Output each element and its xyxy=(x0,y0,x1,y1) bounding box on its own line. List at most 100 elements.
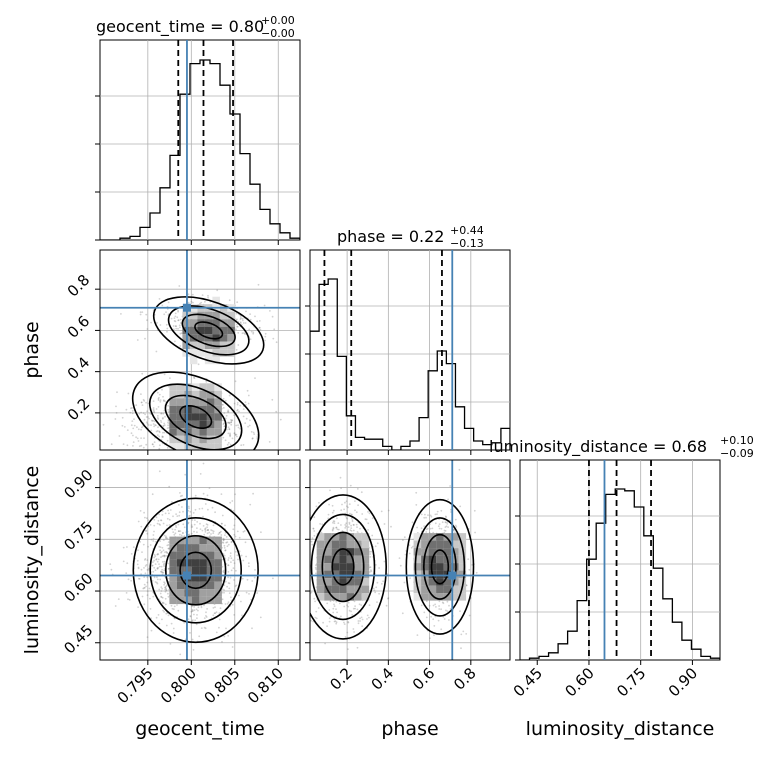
scatter-point xyxy=(229,501,232,504)
scatter-point xyxy=(159,578,162,581)
scatter-point xyxy=(216,289,219,292)
scatter-point xyxy=(348,521,351,524)
scatter-point xyxy=(165,323,168,326)
scatter-point xyxy=(193,530,195,533)
scatter-point xyxy=(230,423,233,426)
scatter-point xyxy=(164,586,167,589)
scatter-point xyxy=(250,430,253,433)
scatter-point xyxy=(335,622,338,625)
scatter-point xyxy=(355,511,358,514)
scatter-point xyxy=(243,530,246,532)
scatter-point xyxy=(250,598,253,601)
scatter-point xyxy=(172,515,174,518)
scatter-point xyxy=(425,516,427,519)
scatter-point xyxy=(332,611,335,614)
scatter-point xyxy=(192,649,195,651)
scatter-point xyxy=(374,564,377,566)
scatter-point xyxy=(206,526,209,528)
scatter-point xyxy=(159,592,162,595)
scatter-point xyxy=(315,617,318,620)
scatter-point xyxy=(433,625,436,627)
scatter-point xyxy=(146,532,149,535)
density-cell xyxy=(316,555,325,564)
scatter-point xyxy=(236,435,238,438)
scatter-point xyxy=(116,391,118,394)
scatter-point xyxy=(161,602,164,604)
scatter-point xyxy=(445,609,447,612)
scatter-point xyxy=(175,325,177,327)
scatter-point xyxy=(218,626,220,629)
scatter-point xyxy=(212,614,215,617)
scatter-point xyxy=(251,580,254,582)
scatter-point xyxy=(233,562,236,565)
scatter-point xyxy=(165,537,168,539)
histogram-marks xyxy=(310,250,510,450)
scatter-point xyxy=(227,634,230,637)
scatter-point xyxy=(249,318,252,321)
scatter-point xyxy=(139,541,142,543)
scatter-point xyxy=(143,437,145,439)
density-cell xyxy=(413,555,422,564)
scatter-point xyxy=(164,582,166,585)
scatter-point xyxy=(442,616,445,618)
scatter-point xyxy=(200,627,203,629)
scatter-point xyxy=(142,587,145,590)
scatter-point xyxy=(169,377,171,379)
density-cell xyxy=(428,540,437,549)
scatter-point xyxy=(161,571,164,573)
scatter-point xyxy=(179,322,182,324)
scatter-point xyxy=(166,544,169,547)
scatter-point xyxy=(236,408,239,411)
scatter-point xyxy=(435,606,437,608)
scatter-point xyxy=(235,584,238,587)
density-cell xyxy=(458,548,467,556)
scatter-point xyxy=(157,553,160,556)
scatter-point xyxy=(364,518,367,521)
scatter-point xyxy=(320,531,323,534)
scatter-point xyxy=(183,526,186,529)
scatter-point xyxy=(132,427,135,430)
scatter-point xyxy=(322,621,324,624)
scatter-point xyxy=(227,557,230,559)
scatter-point xyxy=(252,492,255,495)
scatter-point xyxy=(229,552,232,555)
scatter-point xyxy=(164,590,167,593)
density-cell xyxy=(206,551,215,560)
scatter-point xyxy=(153,518,156,521)
scatter-point xyxy=(420,513,423,516)
scatter-point xyxy=(240,317,242,319)
density-cell xyxy=(354,533,362,541)
density-cell xyxy=(227,311,235,320)
scatter-point xyxy=(178,514,181,517)
scatter-point xyxy=(167,509,170,512)
scatter-point xyxy=(162,561,164,563)
scatter-point xyxy=(158,298,161,300)
density-cell xyxy=(458,593,467,601)
density-cell xyxy=(214,536,222,545)
scatter-point xyxy=(153,554,156,556)
scatter-point xyxy=(161,417,164,420)
scatter-point xyxy=(224,603,227,605)
density-cell xyxy=(191,589,200,597)
density-cell xyxy=(184,383,192,391)
scatter-point xyxy=(235,323,238,326)
scatter-point xyxy=(224,417,227,420)
scatter-point xyxy=(197,609,199,612)
scatter-point xyxy=(164,512,167,515)
scatter-point xyxy=(319,523,321,525)
scatter-point xyxy=(313,534,316,537)
scatter-point xyxy=(249,338,252,341)
contour-line xyxy=(321,531,365,603)
scatter-point xyxy=(258,326,261,329)
density-cell xyxy=(176,390,185,399)
scatter-point xyxy=(189,615,192,617)
scatter-point xyxy=(157,399,160,401)
scatter-point xyxy=(170,622,173,625)
density-cell xyxy=(176,420,185,429)
density-cell xyxy=(199,574,207,582)
density-cell xyxy=(199,420,207,429)
density-cell xyxy=(361,548,370,556)
scatter-point xyxy=(148,567,150,570)
density-cell xyxy=(184,443,192,450)
panel-frame xyxy=(309,249,511,451)
